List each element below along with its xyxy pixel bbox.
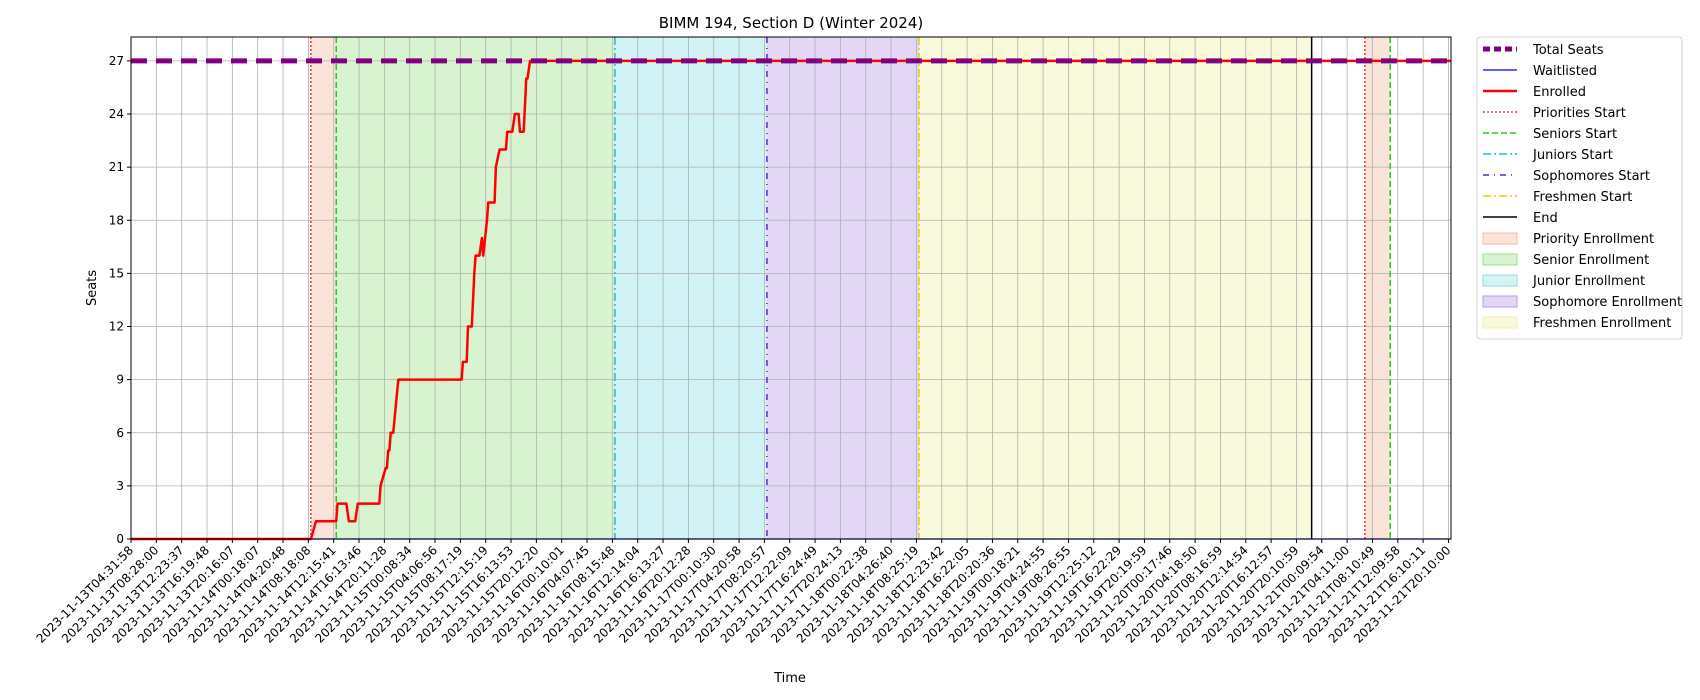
legend-label: Enrolled <box>1533 85 1586 100</box>
legend-label: Junior Enrollment <box>1532 274 1645 289</box>
legend-label: Priorities Start <box>1533 106 1626 121</box>
y-tick-label: 12 <box>109 320 124 334</box>
y-tick-label: 15 <box>109 266 124 280</box>
y-tick-label: 0 <box>116 532 124 546</box>
legend-label: Freshmen Enrollment <box>1533 316 1671 331</box>
y-tick-label: 21 <box>109 160 124 174</box>
phase-band <box>1364 37 1391 539</box>
phase-band <box>310 37 337 539</box>
phase-bands <box>310 37 1391 539</box>
legend-label: End <box>1533 211 1558 226</box>
legend-label: Sophomore Enrollment <box>1533 295 1682 310</box>
legend-label: Juniors Start <box>1532 148 1613 163</box>
legend-swatch <box>1482 295 1518 308</box>
y-tick-label: 27 <box>109 54 124 68</box>
series-enrolled <box>131 59 1451 541</box>
legend: Total Seats Waitlisted Enrolled Priorities … <box>1476 36 1683 340</box>
legend-swatch <box>1482 316 1518 329</box>
y-tick-label: 3 <box>116 479 124 493</box>
legend-label: Waitlisted <box>1533 64 1597 79</box>
legend-label: Priority Enrollment <box>1533 232 1654 247</box>
y-axis-title: Seats <box>85 270 100 306</box>
y-tick-label: 24 <box>109 107 124 121</box>
legend-label: Seniors Start <box>1533 127 1617 142</box>
legend-swatch <box>1482 274 1518 287</box>
y-tick-label: 18 <box>109 213 124 227</box>
legend-swatch <box>1482 253 1518 266</box>
plot-frame <box>130 36 1452 540</box>
phase-lines <box>310 37 1391 539</box>
y-tick-label: 6 <box>116 426 124 440</box>
x-axis: 2023-11-13T04:31:582023-11-13T08:28:0020… <box>34 539 1454 646</box>
chart-title: BIMM 194, Section D (Winter 2024) <box>659 14 923 32</box>
phase-band <box>614 37 767 539</box>
phase-band <box>766 37 919 539</box>
legend-frame <box>1476 36 1683 340</box>
phase-band <box>336 37 615 539</box>
grid-lines <box>130 37 1451 540</box>
y-axis: 0 3 6 9 12 15 18 21 24 27 <box>109 54 131 546</box>
phase-band <box>918 37 1312 539</box>
x-axis-title: Time <box>773 671 806 686</box>
legend-swatch <box>1482 232 1518 245</box>
legend-label: Senior Enrollment <box>1533 253 1649 268</box>
legend-label: Sophomores Start <box>1533 169 1650 184</box>
legend-label: Total Seats <box>1532 43 1604 58</box>
y-tick-label: 9 <box>116 373 124 387</box>
legend-label: Freshmen Start <box>1533 190 1632 205</box>
